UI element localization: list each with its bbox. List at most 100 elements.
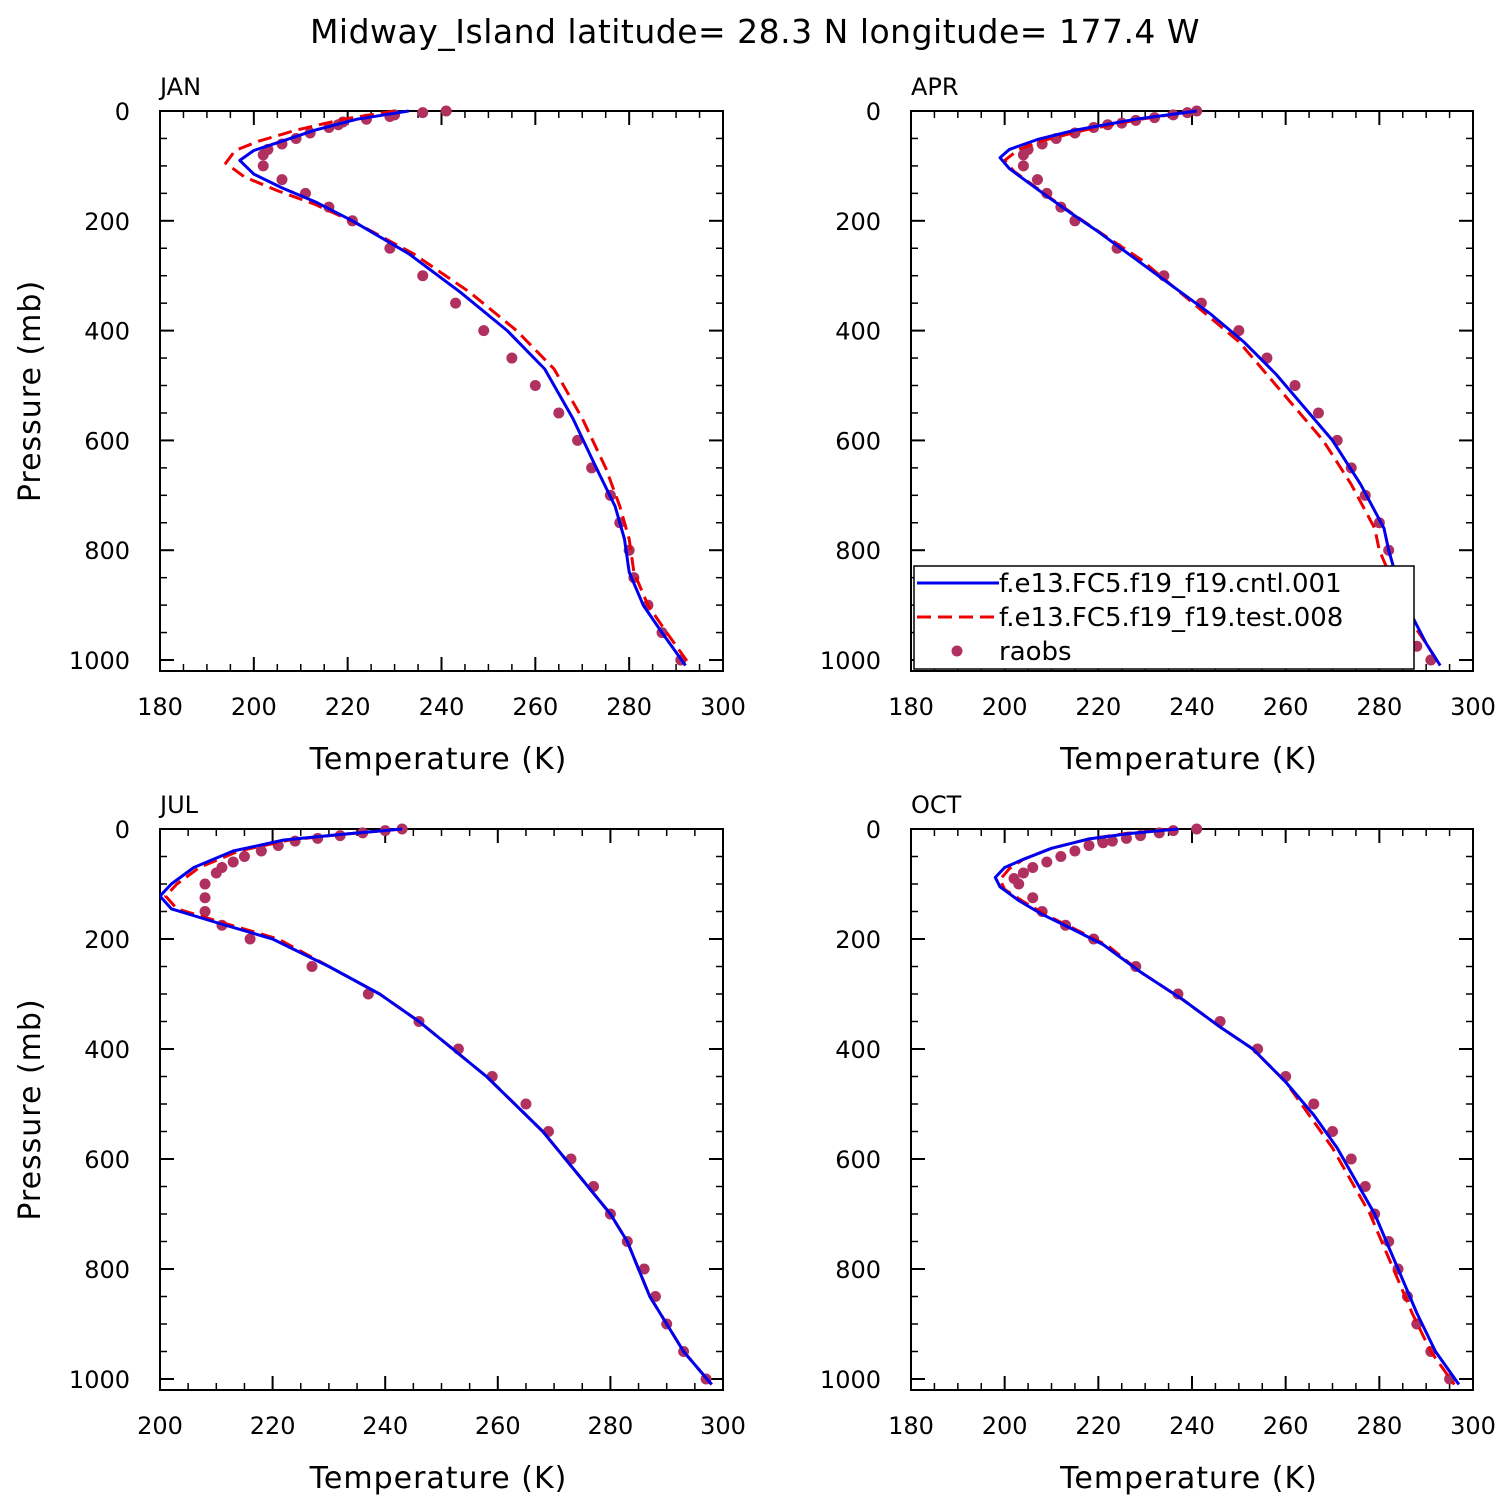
raobs-point: [478, 325, 490, 337]
y-tick-label: 1000: [69, 1366, 130, 1394]
y-tick-label: 0: [115, 816, 130, 844]
x-tick-label: 180: [888, 1412, 934, 1440]
raobs-point: [572, 434, 584, 446]
raobs-point: [553, 407, 565, 419]
x-axis-label: Temperature (K): [1059, 742, 1318, 777]
raobs-point: [506, 352, 518, 364]
y-tick-label: 800: [835, 1256, 881, 1284]
raobs-point: [1345, 1153, 1357, 1165]
raobs-point: [417, 270, 429, 282]
series-line-cntl: [238, 109, 687, 667]
series-line-cntl: [993, 827, 1461, 1386]
legend-box: [913, 565, 1415, 670]
x-tick-label: 220: [1075, 1412, 1121, 1440]
y-tick-label: 1000: [820, 1366, 881, 1394]
raobs-point: [1359, 1181, 1371, 1192]
raobs-point: [1083, 840, 1095, 851]
series-line-test: [998, 827, 1456, 1386]
x-axis-label: Temperature (K): [309, 1461, 568, 1496]
raobs-point: [1013, 878, 1025, 890]
raobs-point: [1031, 174, 1043, 186]
raobs-point: [1289, 380, 1301, 392]
raobs-point: [1027, 862, 1039, 873]
y-tick-label: 800: [835, 537, 881, 565]
x-tick-label: 240: [419, 693, 465, 721]
y-axis-label: Pressure (mb): [13, 998, 48, 1220]
raobs-point: [450, 297, 462, 309]
plot-frame: [910, 828, 1474, 1391]
raobs-point: [199, 892, 211, 904]
raobs-point: [1055, 851, 1067, 862]
x-tick-label: 180: [137, 693, 183, 721]
x-tick-label: 200: [231, 693, 277, 721]
y-tick-label: 400: [835, 318, 881, 346]
raobs-point: [1041, 856, 1053, 868]
y-tick-label: 600: [835, 427, 881, 455]
panel-label: OCT: [911, 791, 962, 819]
x-tick-label: 280: [1356, 693, 1402, 721]
raobs-point: [257, 160, 269, 172]
raobs-point: [199, 878, 211, 890]
legend-label: raobs: [999, 637, 1072, 667]
panel-oct: OCT 180 200 220 240 260 280 300 0 200 400 600 800 100…: [820, 791, 1496, 1496]
raobs-point: [362, 988, 374, 1000]
y-tick-label: 600: [84, 1146, 130, 1174]
raobs-point: [1233, 325, 1245, 337]
panel-label: APR: [911, 73, 959, 101]
x-tick-label: 240: [1169, 693, 1215, 721]
x-tick-label: 300: [700, 693, 746, 721]
x-tick-label: 260: [475, 1412, 521, 1440]
raobs-point: [529, 380, 541, 392]
y-tick-label: 0: [866, 98, 881, 126]
y-tick-label: 0: [115, 98, 130, 126]
legend: f.e13.FC5.f19_f19.cntl.001 f.e13.FC5.f19_…: [913, 565, 1415, 670]
x-tick-label: 220: [1075, 693, 1121, 721]
x-tick-label: 280: [606, 693, 652, 721]
raobs-point: [210, 867, 222, 879]
series-line-cntl: [998, 109, 1442, 667]
raobs-point: [257, 149, 269, 161]
raobs-point: [1017, 160, 1029, 172]
plot-area: [160, 823, 713, 1386]
panel-jul: JUL 200 220 240 260 280 300 0 200 400 600 800 1000 Te…: [13, 791, 746, 1496]
x-tick-label: 200: [982, 1412, 1028, 1440]
legend-marker: [951, 645, 963, 657]
raobs-point: [520, 1098, 532, 1110]
raobs-point: [255, 845, 267, 857]
raobs-point: [1308, 1098, 1320, 1110]
y-tick-label: 200: [84, 208, 130, 236]
plot-area: [224, 105, 692, 667]
y-tick-label: 200: [835, 926, 881, 954]
panel-label: JAN: [158, 73, 201, 101]
legend-label: f.e13.FC5.f19_f19.cntl.001: [999, 569, 1342, 599]
raobs-point: [1017, 149, 1029, 161]
raobs-point: [306, 961, 318, 972]
y-tick-label: 800: [84, 1256, 130, 1284]
plot-area: [993, 823, 1461, 1386]
raobs-point: [1027, 892, 1039, 904]
x-tick-label: 260: [1263, 693, 1309, 721]
x-tick-label: 240: [362, 1412, 408, 1440]
y-tick-label: 800: [84, 537, 130, 565]
y-tick-label: 1000: [820, 647, 881, 675]
y-tick-label: 200: [835, 208, 881, 236]
y-tick-label: 200: [84, 926, 130, 954]
raobs-point: [440, 105, 452, 117]
series-line-test: [224, 109, 692, 667]
panel-apr: APR 180 200 220 240 260 280 300 0 200 400 600 800 100…: [820, 73, 1496, 777]
x-tick-label: 300: [1450, 1412, 1496, 1440]
panel-label: JUL: [158, 791, 199, 819]
y-tick-label: 1000: [69, 647, 130, 675]
series-line-test: [164, 827, 713, 1386]
x-tick-label: 200: [137, 1412, 183, 1440]
raobs-point: [1191, 823, 1203, 835]
x-tick-label: 300: [1450, 693, 1496, 721]
y-tick-label: 600: [835, 1146, 881, 1174]
x-tick-label: 180: [888, 693, 934, 721]
raobs-point: [1069, 845, 1081, 857]
plot-frame: [159, 828, 724, 1391]
x-tick-label: 280: [587, 1412, 633, 1440]
figure-title: Midway_Island latitude= 28.3 N longitude…: [309, 12, 1201, 51]
raobs-point: [1017, 867, 1029, 879]
